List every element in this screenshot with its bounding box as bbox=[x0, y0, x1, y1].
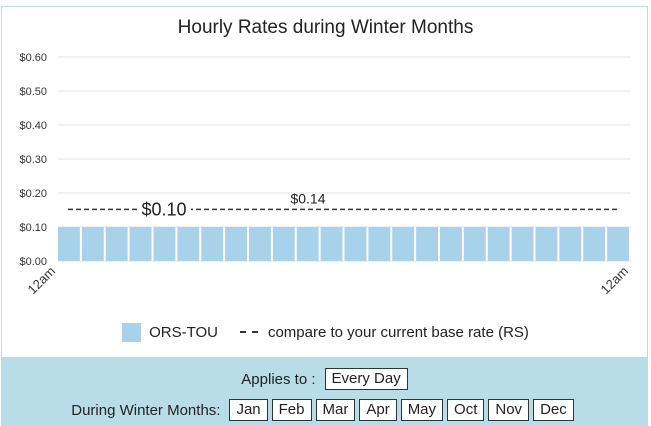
bar bbox=[535, 227, 558, 261]
month-button-apr[interactable]: Apr bbox=[359, 399, 397, 421]
month-button-nov[interactable]: Nov bbox=[488, 399, 530, 421]
legend-swatch-icon bbox=[122, 322, 142, 342]
winter-months-label: During Winter Months: bbox=[71, 401, 221, 419]
dashed-line-icon bbox=[239, 331, 258, 333]
bar bbox=[81, 227, 104, 261]
controls-panel: Applies to : Every Day During Winter Mon… bbox=[1, 357, 648, 426]
bar bbox=[463, 227, 486, 261]
month-button-jan[interactable]: Jan bbox=[229, 399, 268, 421]
chart-title: Hourly Rates during Winter Months bbox=[177, 17, 474, 38]
y-tick-label: $0.20 bbox=[19, 188, 47, 200]
bar bbox=[201, 227, 224, 261]
month-button-feb[interactable]: Feb bbox=[271, 399, 312, 421]
bar bbox=[225, 227, 247, 261]
bar-label-background bbox=[137, 199, 191, 218]
bar bbox=[249, 227, 271, 261]
month-button-oct[interactable]: Oct bbox=[447, 399, 485, 421]
x-tick-label: 12am bbox=[25, 264, 59, 298]
every-day-button[interactable]: Every Day bbox=[324, 368, 408, 390]
bar bbox=[511, 227, 534, 261]
x-tick-label: 12am bbox=[598, 264, 632, 298]
bar bbox=[58, 227, 80, 261]
winter-months-row: During Winter Months: Jan Feb Mar Apr Ma… bbox=[1, 399, 648, 421]
legend-item-base-rate[interactable]: compare to your current base rate (RS) bbox=[239, 323, 529, 341]
base-rate-label: $0.14 bbox=[290, 190, 325, 206]
bar bbox=[487, 227, 510, 261]
y-tick-label: $0.40 bbox=[19, 120, 47, 132]
bar bbox=[583, 227, 606, 261]
bar bbox=[153, 227, 176, 261]
rate-chart: $0.00 $0.10 $0.20 $0.30 $0.40 $0.50 $0.60 $0.14… bbox=[19, 52, 632, 298]
bar bbox=[344, 227, 367, 261]
legend-label-ors-tou: ORS-TOU bbox=[149, 323, 218, 341]
bar bbox=[392, 227, 415, 261]
y-tick-label: $0.10 bbox=[19, 222, 47, 234]
bar bbox=[129, 227, 152, 261]
bar bbox=[440, 227, 462, 261]
legend: ORS-TOU compare to your current base rat… bbox=[0, 320, 651, 344]
bar bbox=[607, 227, 629, 261]
bar bbox=[177, 227, 200, 261]
applies-to-label: Applies to : bbox=[241, 370, 316, 388]
bar bbox=[368, 227, 391, 261]
month-button-may[interactable]: May bbox=[400, 399, 444, 421]
bar bbox=[416, 227, 438, 261]
legend-item-ors-tou[interactable]: ORS-TOU bbox=[122, 322, 218, 342]
bar bbox=[272, 227, 295, 261]
legend-label-base-rate: compare to your current base rate (RS) bbox=[267, 323, 529, 341]
bar bbox=[320, 227, 343, 261]
bar bbox=[105, 227, 128, 261]
y-tick-label: $0.50 bbox=[19, 86, 47, 98]
month-button-mar[interactable]: Mar bbox=[315, 399, 356, 421]
y-tick-label: $0.60 bbox=[19, 52, 47, 64]
bar bbox=[296, 227, 319, 261]
y-tick-label: $0.30 bbox=[19, 154, 47, 166]
month-button-dec[interactable]: Dec bbox=[533, 399, 574, 421]
applies-to-row: Applies to : Every Day bbox=[1, 368, 648, 390]
bar bbox=[559, 227, 582, 261]
bar-value-label: $0.10 bbox=[141, 199, 186, 219]
chart-panel bbox=[1, 6, 648, 425]
y-tick-label: $0.00 bbox=[19, 256, 47, 268]
